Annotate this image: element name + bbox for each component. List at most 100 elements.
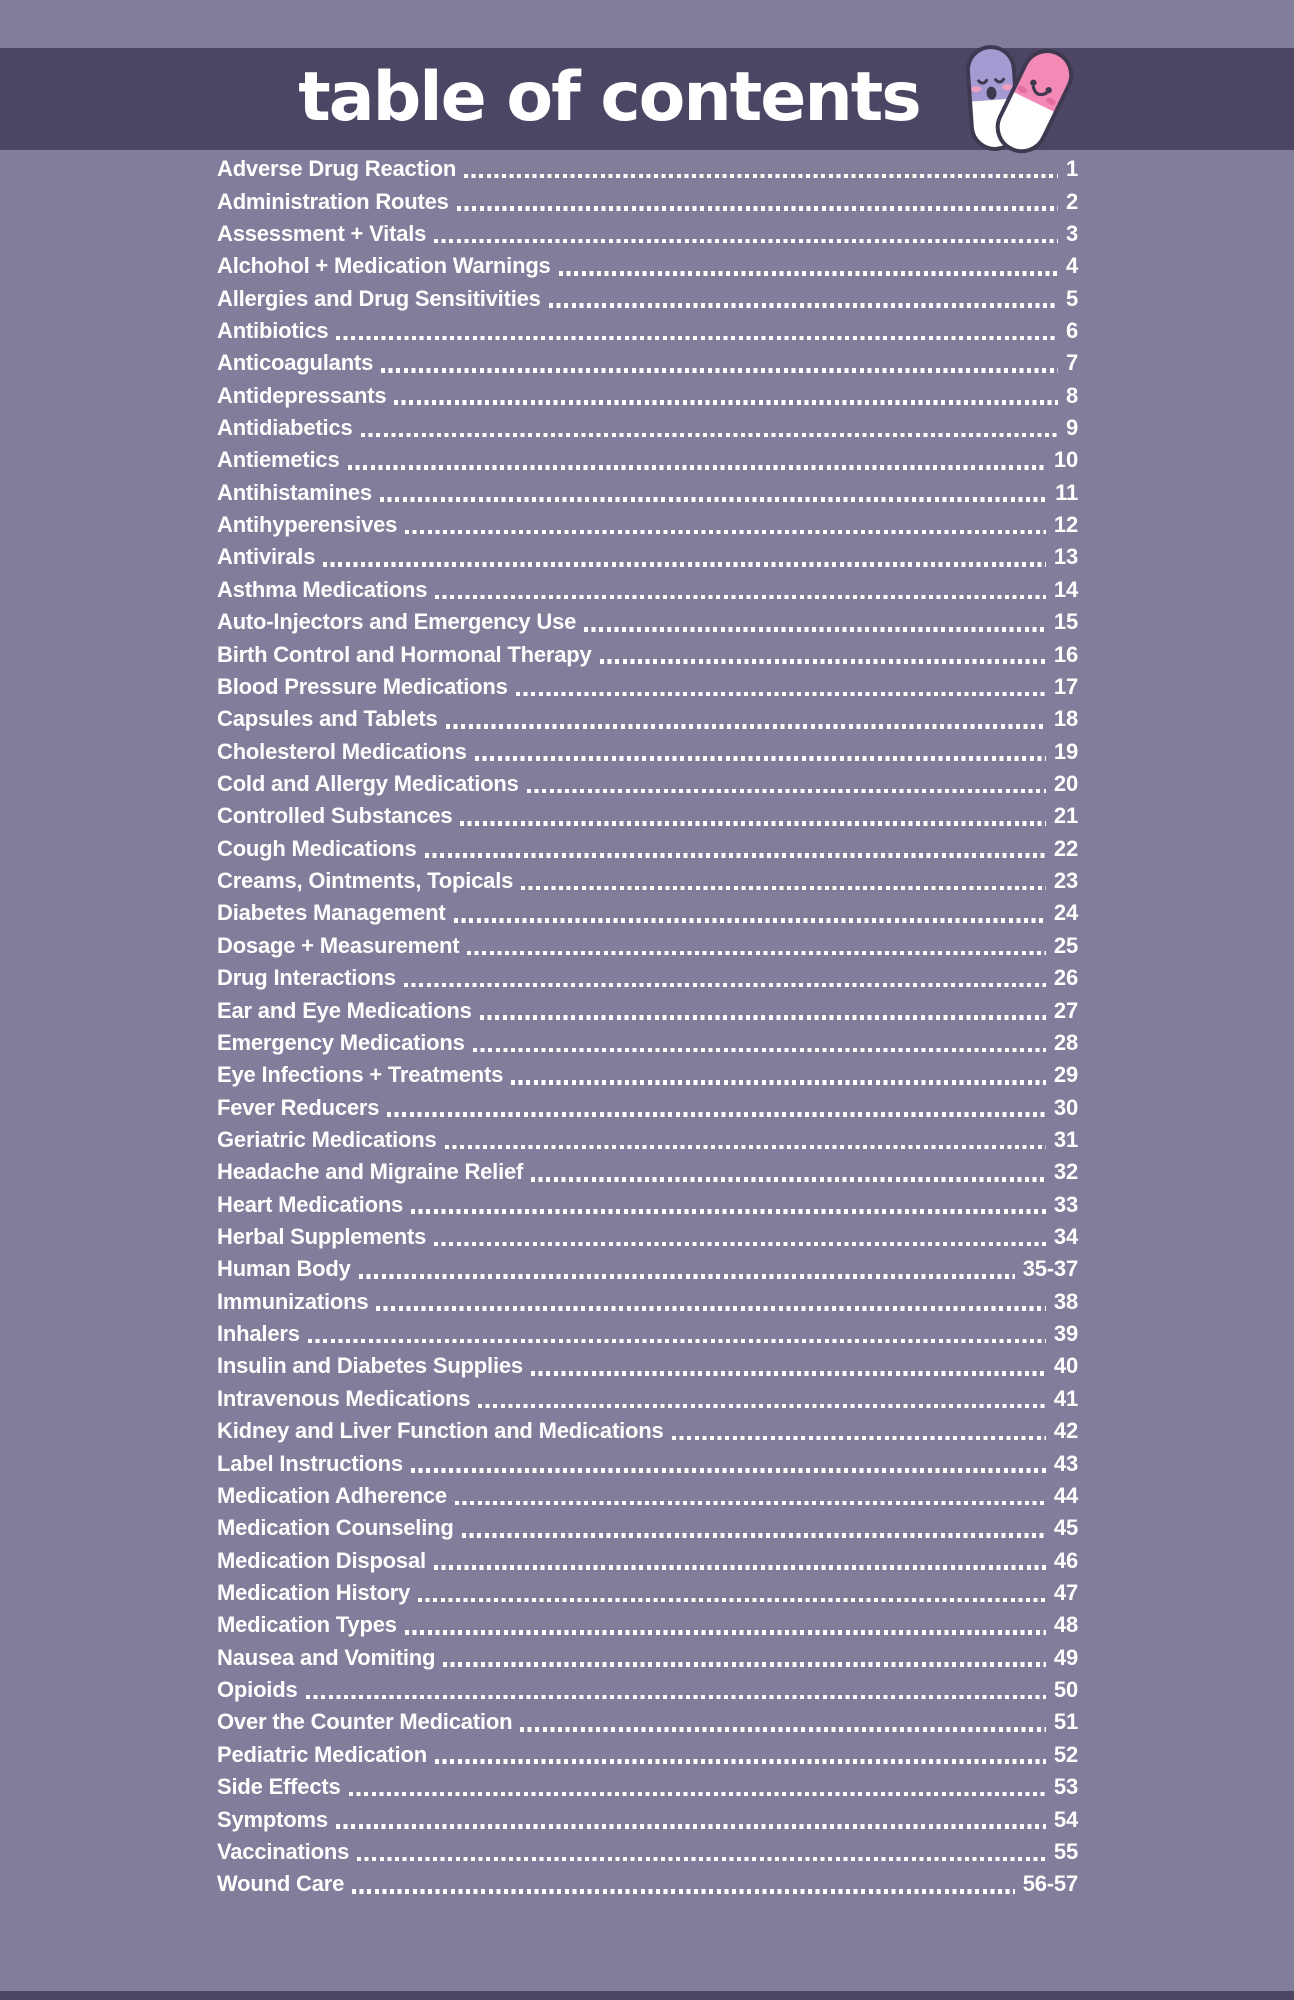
toc-entry-page: 44 <box>1053 1482 1078 1508</box>
toc-entry-page: 51 <box>1053 1709 1078 1735</box>
toc-leader-dots <box>472 1047 1046 1053</box>
toc-entry[interactable]: Medication Counseling 45 <box>217 1512 1078 1544</box>
toc-entry[interactable]: Anticoagulants 7 <box>217 347 1078 379</box>
toc-entry[interactable]: Nausea and Vomiting 49 <box>217 1642 1078 1674</box>
toc-entry-page: 11 <box>1055 479 1078 505</box>
toc-entry[interactable]: Antihistamines 11 <box>217 477 1078 509</box>
toc-entry-page: 21 <box>1053 803 1078 829</box>
toc-leader-dots <box>376 1306 1046 1312</box>
toc-entry-page: 25 <box>1053 932 1078 958</box>
toc-entry[interactable]: Birth Control and Hormonal Therapy 16 <box>217 638 1078 670</box>
toc-entry[interactable]: Asthma Medications 14 <box>217 574 1078 606</box>
toc-entry[interactable]: Diabetes Management 24 <box>217 897 1078 929</box>
toc-entry-page: 41 <box>1053 1385 1078 1411</box>
toc-entry-label: Intravenous Medications <box>217 1385 471 1411</box>
header-banner: table of contents <box>0 48 1294 150</box>
toc-entry[interactable]: Heart Medications 33 <box>217 1189 1078 1221</box>
toc-entry[interactable]: Drug Interactions 26 <box>217 962 1078 994</box>
toc-entry[interactable]: Controlled Substances 21 <box>217 800 1078 832</box>
toc-entry-label: Dosage + Measurement <box>217 932 460 958</box>
toc-entry-label: Side Effects <box>217 1774 341 1800</box>
toc-entry[interactable]: Kidney and Liver Function and Medication… <box>217 1415 1078 1447</box>
toc-entry[interactable]: Alchohol + Medication Warnings 4 <box>217 250 1078 282</box>
toc-entry[interactable]: Insulin and Diabetes Supplies 40 <box>217 1350 1078 1382</box>
toc-leader-dots <box>444 1144 1046 1150</box>
toc-entry[interactable]: Pediatric Medication 52 <box>217 1739 1078 1771</box>
toc-leader-dots <box>336 335 1058 341</box>
toc-entry[interactable]: Side Effects 53 <box>217 1771 1078 1803</box>
toc-entry-label: Medication Adherence <box>217 1482 447 1508</box>
toc-entry-page: 18 <box>1053 706 1078 732</box>
toc-entry[interactable]: Inhalers 39 <box>217 1318 1078 1350</box>
toc-entry[interactable]: Headache and Migraine Relief 32 <box>217 1156 1078 1188</box>
toc-entry-label: Fever Reducers <box>217 1094 380 1120</box>
toc-entry[interactable]: Allergies and Drug Sensitivities 5 <box>217 282 1078 314</box>
toc-entry-page: 32 <box>1053 1159 1078 1185</box>
toc-entry-label: Creams, Ointments, Topicals <box>217 868 514 894</box>
toc-entry-label: Nausea and Vomiting <box>217 1644 436 1670</box>
toc-entry-label: Administration Routes <box>217 188 449 214</box>
toc-entry[interactable]: Ear and Eye Medications 27 <box>217 994 1078 1026</box>
toc-leader-dots <box>548 303 1058 308</box>
toc-leader-dots <box>479 1015 1046 1020</box>
toc-leader-dots <box>530 1371 1046 1376</box>
toc-entry-page: 40 <box>1053 1353 1078 1379</box>
toc-entry[interactable]: Vaccinations 55 <box>217 1836 1078 1868</box>
toc-entry-page: 33 <box>1053 1191 1078 1217</box>
toc-entry-page: 55 <box>1053 1838 1078 1864</box>
toc-entry[interactable]: Antidepressants 8 <box>217 380 1078 412</box>
toc-entry[interactable]: Human Body 35-37 <box>217 1253 1078 1285</box>
toc-entry-label: Ear and Eye Medications <box>217 997 472 1023</box>
toc-entry-page: 46 <box>1053 1547 1078 1573</box>
toc-entry[interactable]: Emergency Medications 28 <box>217 1027 1078 1059</box>
toc-entry[interactable]: Creams, Ointments, Topicals 23 <box>217 865 1078 897</box>
toc-leader-dots <box>424 853 1046 859</box>
toc-entry[interactable]: Medication Adherence 44 <box>217 1480 1078 1512</box>
toc-entry[interactable]: Dosage + Measurement 25 <box>217 930 1078 962</box>
toc-entry[interactable]: Geriatric Medications 31 <box>217 1124 1078 1156</box>
toc-entry[interactable]: Medication Types 48 <box>217 1609 1078 1641</box>
pink-smiling-pill-icon <box>995 49 1074 154</box>
toc-entry[interactable]: Over the Counter Medication 51 <box>217 1706 1078 1738</box>
toc-entry[interactable]: Herbal Supplements 34 <box>217 1221 1078 1253</box>
toc-entry-page: 30 <box>1053 1094 1078 1120</box>
toc-entry[interactable]: Antihyperensives 12 <box>217 509 1078 541</box>
toc-entry[interactable]: Blood Pressure Medications 17 <box>217 671 1078 703</box>
toc-entry[interactable]: Immunizations 38 <box>217 1286 1078 1318</box>
toc-leader-dots <box>445 723 1046 729</box>
toc-entry[interactable]: Intravenous Medications 41 <box>217 1383 1078 1415</box>
toc-entry-label: Controlled Substances <box>217 803 453 829</box>
toc-entry[interactable]: Fever Reducers 30 <box>217 1091 1078 1123</box>
toc-entry[interactable]: Cold and Allergy Medications 20 <box>217 768 1078 800</box>
toc-entry[interactable]: Cough Medications 22 <box>217 833 1078 865</box>
toc-entry-label: Vaccinations <box>217 1838 350 1864</box>
toc-entry[interactable]: Auto-Injectors and Emergency Use 15 <box>217 606 1078 638</box>
toc-entry[interactable]: Eye Infections + Treatments 29 <box>217 1059 1078 1091</box>
toc-entry[interactable]: Assessment + Vitals 3 <box>217 218 1078 250</box>
toc-entry-page: 56-57 <box>1022 1871 1078 1897</box>
toc-entry[interactable]: Antivirals 13 <box>217 541 1078 573</box>
toc-entry-page: 31 <box>1053 1126 1078 1152</box>
toc-entry[interactable]: Symptoms 54 <box>217 1803 1078 1835</box>
toc-entry[interactable]: Medication History 47 <box>217 1577 1078 1609</box>
toc-entry-page: 24 <box>1053 900 1078 926</box>
toc-entry-label: Headache and Migraine Relief <box>217 1159 524 1185</box>
toc-entry[interactable]: Administration Routes 2 <box>217 185 1078 217</box>
toc-entry[interactable]: Medication Disposal 46 <box>217 1544 1078 1576</box>
toc-entry[interactable]: Cholesterol Medications 19 <box>217 735 1078 767</box>
bottom-accent-bar <box>0 1991 1294 2000</box>
toc-leader-dots <box>405 529 1046 535</box>
toc-entry[interactable]: Wound Care 56-57 <box>217 1868 1078 1900</box>
toc-entry[interactable]: Antidiabetics 9 <box>217 412 1078 444</box>
toc-entry[interactable]: Label Instructions 43 <box>217 1447 1078 1479</box>
toc-leader-dots <box>357 1856 1046 1862</box>
toc-leader-dots <box>474 756 1046 761</box>
toc-entry[interactable]: Adverse Drug Reaction 1 <box>217 153 1078 185</box>
toc-entry-label: Antihistamines <box>217 479 372 505</box>
toc-entry[interactable]: Opioids 50 <box>217 1674 1078 1706</box>
toc-entry[interactable]: Antiemetics 10 <box>217 444 1078 476</box>
toc-entry[interactable]: Antibiotics 6 <box>217 315 1078 347</box>
toc-entry-label: Wound Care <box>217 1871 345 1897</box>
toc-entry-page: 42 <box>1053 1418 1078 1444</box>
toc-entry[interactable]: Capsules and Tablets 18 <box>217 703 1078 735</box>
